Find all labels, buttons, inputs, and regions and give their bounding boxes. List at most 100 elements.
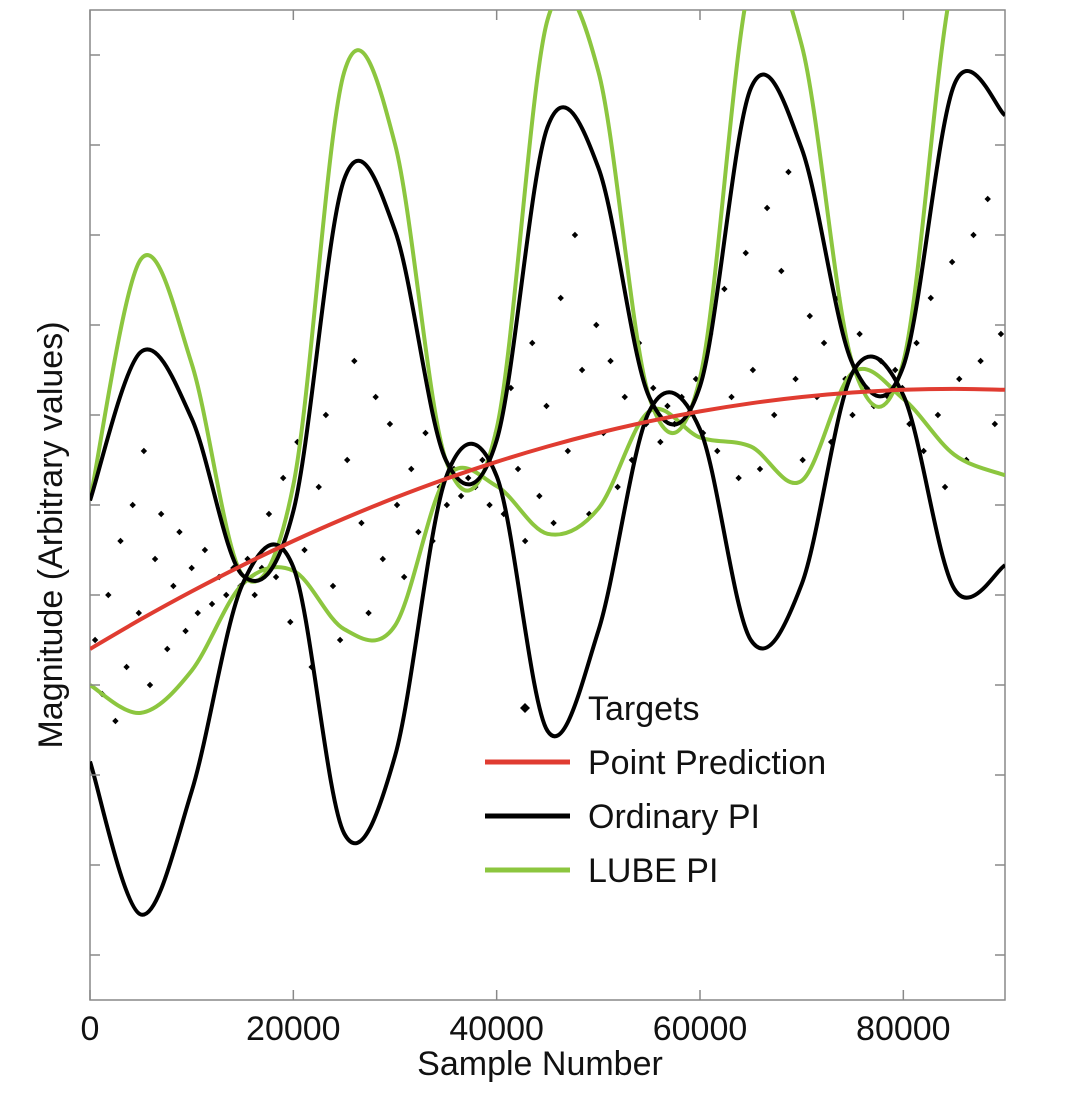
legend-label-ordinary-pi: Ordinary PI: [588, 798, 760, 836]
target-point: [564, 447, 572, 455]
target-point: [650, 384, 657, 392]
x-tick-label-3: 60000: [653, 1010, 748, 1048]
target-point: [820, 339, 828, 347]
target-point: [422, 429, 429, 437]
target-point: [507, 384, 515, 392]
target-point: [856, 330, 863, 338]
target-point: [301, 546, 308, 554]
target-point: [792, 375, 799, 383]
target-point: [408, 465, 415, 473]
target-point: [721, 285, 728, 293]
target-point: [123, 663, 130, 671]
target-point: [756, 465, 764, 473]
x-tick-label-0: 0: [81, 1010, 100, 1048]
target-point: [571, 231, 579, 239]
target-point: [365, 609, 372, 617]
target-point: [557, 294, 564, 302]
target-point: [91, 636, 99, 644]
target-point: [984, 195, 991, 203]
target-point: [543, 402, 550, 410]
target-point: [536, 492, 543, 500]
target-point: [521, 537, 529, 545]
target-point: [400, 573, 408, 581]
target-point: [956, 375, 963, 383]
target-point: [614, 483, 621, 491]
target-point: [358, 519, 365, 527]
x-tick-label-4: 80000: [856, 1010, 951, 1048]
target-point: [151, 555, 159, 563]
plot-area: [90, 10, 1005, 917]
target-point: [749, 366, 757, 374]
target-point: [728, 393, 735, 401]
target-point: [344, 456, 351, 464]
target-point: [251, 591, 258, 599]
target-point: [934, 411, 942, 419]
target-point: [322, 411, 330, 419]
x-tick-label-1: 20000: [246, 1010, 341, 1048]
target-point: [135, 609, 142, 617]
target-point: [607, 357, 614, 365]
target-point: [315, 483, 322, 491]
target-point: [386, 420, 394, 428]
target-point: [223, 591, 230, 599]
point-prediction-line: [90, 386, 1005, 651]
legend-label-point-prediction: Point Prediction: [588, 744, 826, 782]
target-point: [170, 582, 177, 590]
x-axis-label: Sample Number: [417, 1045, 663, 1083]
target-point: [806, 312, 813, 320]
plot-frame: [89, 9, 1006, 1001]
target-point: [578, 366, 586, 374]
target-point: [920, 447, 927, 455]
target-point: [112, 717, 119, 725]
legend-label-lube-pi: LUBE PI: [588, 852, 718, 890]
axis-ticks: [89, 10, 1005, 1000]
target-point: [457, 492, 465, 500]
target-point: [593, 321, 600, 329]
target-point: [742, 249, 749, 257]
target-point: [997, 330, 1005, 338]
target-point: [977, 357, 984, 365]
target-point: [393, 501, 401, 509]
target-point: [550, 519, 557, 527]
target-point: [927, 294, 934, 302]
legend-item-point-prediction: Point Prediction: [485, 744, 826, 782]
target-point: [279, 474, 287, 482]
target-point: [529, 339, 536, 347]
target-point: [849, 411, 856, 419]
target-point: [415, 528, 422, 536]
target-point: [664, 402, 671, 410]
target-point: [272, 573, 280, 581]
target-point: [778, 267, 785, 275]
target-point: [892, 366, 899, 374]
target-point: [372, 393, 379, 401]
ordinary-pi-upper-line: [90, 69, 1005, 583]
target-point: [941, 483, 949, 491]
target-point: [336, 636, 344, 644]
target-point: [194, 609, 201, 617]
target-point: [146, 681, 154, 689]
target-point: [182, 627, 189, 635]
target-point: [265, 510, 273, 518]
target-point: [799, 456, 806, 464]
target-point: [117, 537, 124, 545]
target-point: [714, 447, 721, 455]
legend-label-targets: Targets: [588, 690, 700, 728]
x-tick-label-2: 40000: [449, 1010, 544, 1048]
legend-marker-targets: [520, 703, 530, 713]
target-point: [948, 258, 956, 266]
target-point: [188, 564, 195, 572]
target-point: [443, 501, 451, 509]
target-point: [479, 456, 486, 464]
y-axis-label: Magnitude (Arbitrary values): [32, 321, 70, 748]
target-point: [763, 204, 771, 212]
target-point: [105, 591, 112, 599]
target-point: [621, 393, 628, 401]
target-point: [514, 465, 522, 473]
legend-item-ordinary-pi: Ordinary PI: [485, 798, 760, 836]
target-point: [140, 447, 148, 455]
target-point: [486, 501, 493, 509]
target-point: [129, 501, 136, 509]
ordinary-pi-lower-line: [90, 354, 1005, 917]
target-point: [201, 546, 209, 554]
target-point: [157, 510, 165, 518]
